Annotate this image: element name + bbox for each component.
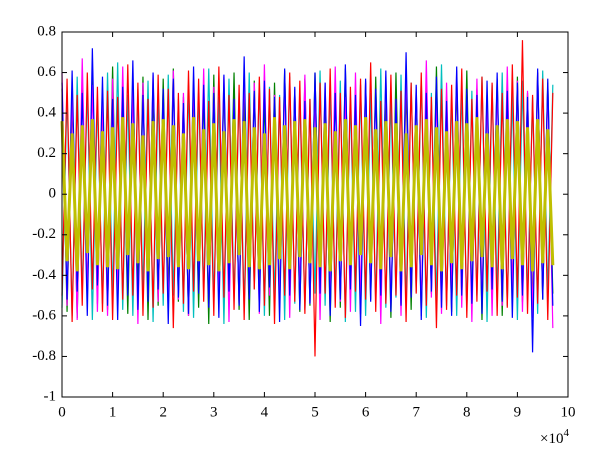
y-tick-label: 0.8 <box>37 23 56 39</box>
x-tick-label: 4 <box>261 404 269 420</box>
y-tick-label: -0.4 <box>32 267 56 283</box>
x-tick-label: 5 <box>311 404 319 420</box>
x-multiplier-exponent: 4 <box>563 427 569 439</box>
x-tick-label: 6 <box>362 404 370 420</box>
x-tick-label: 1 <box>109 404 117 420</box>
x-multiplier: ×104 <box>540 427 569 448</box>
x-multiplier-base: ×10 <box>540 431 563 447</box>
x-tick-label: 9 <box>514 404 522 420</box>
y-tick-label: -0.2 <box>32 226 56 242</box>
y-tick-label: 0.6 <box>37 64 56 80</box>
plot-area <box>60 40 555 357</box>
y-tick-label: -0.8 <box>32 348 56 364</box>
y-tick-label: -1 <box>44 388 57 404</box>
x-tick-label: 3 <box>210 404 218 420</box>
series-line <box>60 117 555 272</box>
y-tick-label: 0.2 <box>37 145 56 161</box>
x-tick-label: 0 <box>58 404 66 420</box>
y-tick-label: 0 <box>49 186 57 202</box>
x-tick-label: 10 <box>561 404 576 420</box>
x-tick-label: 2 <box>159 404 167 420</box>
y-tick-label: -0.6 <box>32 307 56 323</box>
x-tick-label: 8 <box>463 404 471 420</box>
x-tick-label: 7 <box>412 404 420 420</box>
y-tick-label: 0.4 <box>37 105 56 121</box>
